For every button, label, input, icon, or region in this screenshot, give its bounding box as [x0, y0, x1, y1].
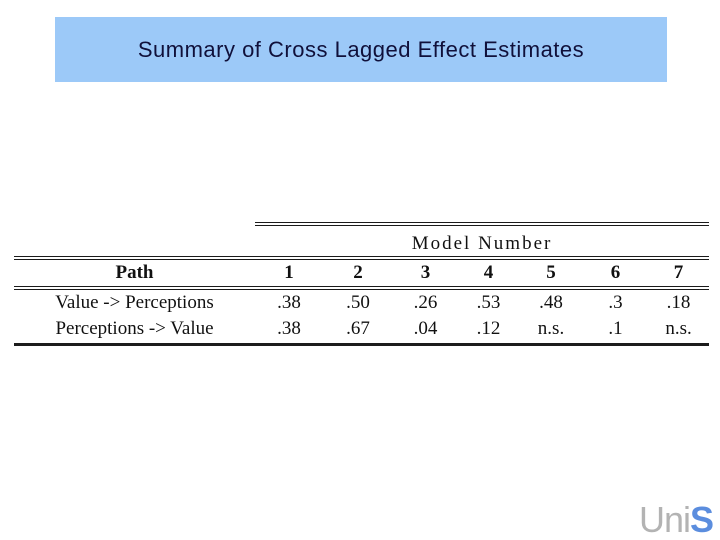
estimate-cell: .38 — [255, 316, 323, 346]
column-header-model-3: 3 — [393, 256, 458, 290]
estimate-cell: .38 — [277, 292, 301, 313]
unis-logo-uni-text: Uni — [638, 499, 691, 540]
estimate-cell: .48 — [539, 292, 563, 313]
table-corner-cell — [14, 224, 255, 258]
estimate-cell: .26 — [413, 292, 438, 313]
unis-logo: UniS — [639, 502, 714, 538]
table-spanner-row: Model Number — [14, 222, 710, 258]
estimate-cell: .53 — [476, 292, 501, 313]
estimate-cell: .04 — [393, 316, 458, 346]
unis-logo-s-text: S — [689, 499, 714, 540]
estimate-cell: n.s. — [519, 316, 583, 346]
model-number-spanner-header: Model Number — [255, 222, 710, 258]
path-label: Value -> Perceptions — [55, 292, 214, 313]
table-header-row: Path 1 2 3 4 5 6 7 — [14, 256, 710, 290]
path-label: Perceptions -> Value — [14, 316, 255, 346]
column-header-model-6: 6 — [583, 256, 648, 290]
column-header-model-2: 2 — [323, 256, 393, 290]
cross-lagged-effects-table: Model Number Path 1 2 3 4 5 6 7 Value ->… — [14, 222, 710, 346]
estimate-cell: .50 — [346, 292, 370, 313]
estimate-cell: .1 — [583, 316, 648, 346]
column-header-model-5: 5 — [519, 256, 583, 290]
table-row: Value -> Perceptions .38 .50 .26 .53 .48… — [14, 288, 709, 316]
column-header-path: Path — [14, 256, 255, 290]
column-header-model-4: 4 — [458, 256, 519, 290]
estimate-cell: .67 — [323, 316, 393, 346]
estimate-cell: .18 — [666, 292, 691, 313]
estimate-cell: n.s. — [648, 316, 710, 346]
estimate-cell: .12 — [458, 316, 519, 346]
column-header-model-7: 7 — [648, 256, 710, 290]
table-row: Perceptions -> Value .38 .67 .04 .12 n.s… — [14, 316, 710, 346]
estimate-cell: .3 — [608, 292, 623, 313]
slide-title: Summary of Cross Lagged Effect Estimates — [55, 17, 667, 82]
column-header-model-1: 1 — [255, 256, 323, 290]
